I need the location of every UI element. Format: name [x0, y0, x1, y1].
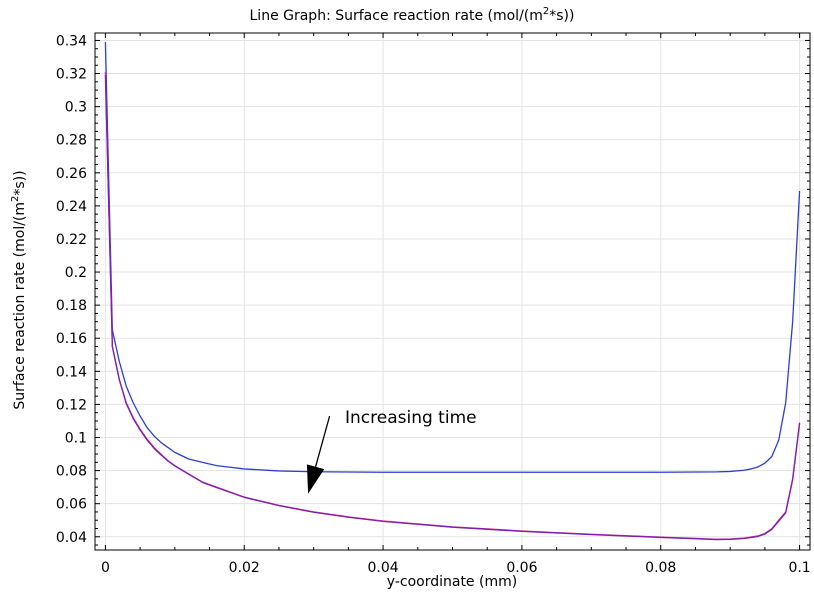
y-tick-label: 0.12	[56, 397, 87, 413]
y-tick-label: 0.1	[65, 431, 87, 447]
y-tick-label: 0.24	[56, 199, 87, 215]
annotation-arrow-shaft	[314, 415, 331, 467]
y-tick-label: 0.32	[56, 67, 87, 83]
x-tick-label: 0.02	[229, 560, 260, 576]
x-tick-label: 0.06	[506, 560, 537, 576]
y-tick-label: 0.04	[56, 530, 87, 546]
y-tick-label: 0.34	[56, 33, 87, 49]
y-axis-label: Surface reaction rate (mol/(m2*s))	[10, 170, 28, 409]
x-tick-label: 0.04	[367, 560, 398, 576]
grid	[95, 33, 810, 550]
series-line-3	[104, 75, 801, 541]
y-tick-label: 0.06	[56, 497, 87, 513]
series-layer	[104, 42, 801, 541]
y-tick-label: 0.16	[56, 331, 87, 347]
y-tick-label: 0.28	[56, 133, 87, 149]
x-tick-label: 0.1	[788, 560, 810, 576]
x-axis-label: y-coordinate (mm)	[387, 574, 517, 590]
y-tick-label: 0.26	[56, 166, 87, 182]
chart-title: Line Graph: Surface reaction rate (mol/(…	[250, 6, 575, 24]
annotation-text: Increasing time	[345, 408, 477, 428]
y-tick-label: 0.3	[65, 100, 87, 116]
x-tick-label: 0	[101, 560, 110, 576]
annotation: Increasing time	[306, 408, 477, 494]
y-tick-label: 0.14	[56, 364, 87, 380]
series-line-1	[104, 42, 801, 473]
y-tick-label: 0.2	[65, 265, 87, 281]
annotation-arrow-head	[306, 464, 325, 494]
y-tick-label: 0.18	[56, 298, 87, 314]
y-tick-label: 0.08	[56, 464, 87, 480]
x-tick-label: 0.08	[645, 560, 676, 576]
y-tick-label: 0.22	[56, 232, 87, 248]
ticks: 0 0.02 0.04 0.06 0.08 0.1 0.04 0.06 0.08 0.1 0.12 0…	[56, 33, 811, 576]
